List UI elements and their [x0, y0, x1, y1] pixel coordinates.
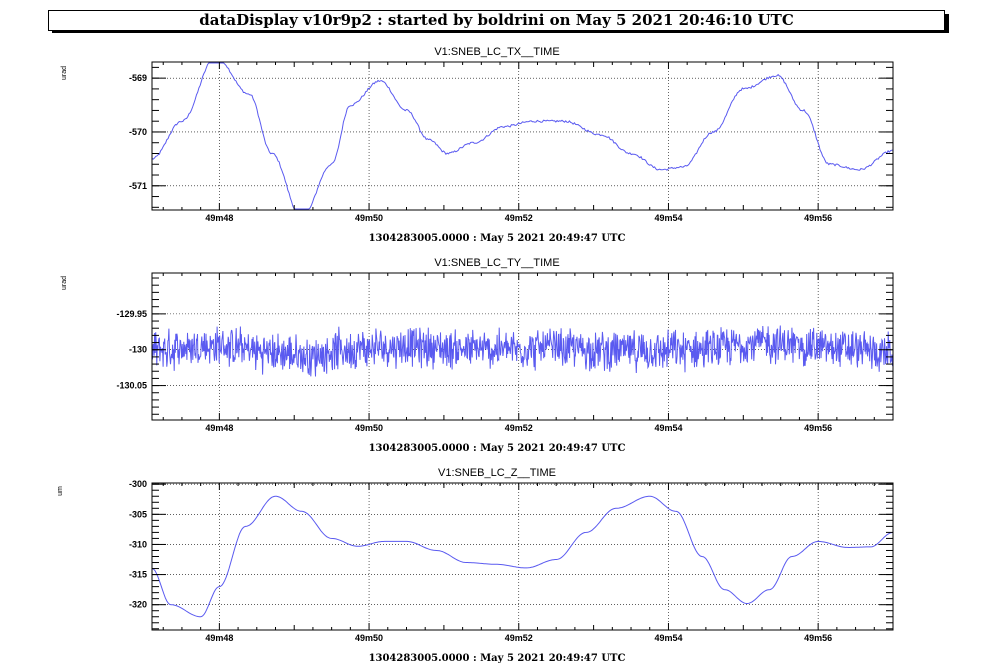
x-tick-label: 49m56: [804, 423, 832, 433]
x-tick-label: 49m50: [355, 423, 383, 433]
y-tick-label: -310: [129, 539, 147, 549]
x-axis-title: 1304283005.0000 : May 5 2021 20:49:47 UT…: [369, 443, 626, 454]
panel-tx: V1:SNEB_LC_TX__TIME urad 49m48 49m50 49m52…: [61, 46, 894, 244]
x-axis-title: 1304283005.0000 : May 5 2021 20:49:47 UT…: [369, 653, 626, 664]
x-tick-label: 49m48: [205, 423, 233, 433]
plot-frame: [151, 61, 894, 211]
title-banner: dataDisplay v10r9p2 : started by boldrin…: [48, 10, 945, 31]
x-tick-label: 49m48: [205, 633, 233, 643]
x-tick-label: 49m52: [505, 213, 533, 223]
plot-frame: [151, 272, 894, 421]
panel-z: V1:SNEB_LC_Z__TIME um 49m48 49m50 49m52 49m…: [57, 467, 894, 664]
y-tick-label: -571: [129, 181, 147, 191]
y-tick-label: -320: [129, 600, 147, 610]
y-tick-label: -129.95: [116, 309, 147, 319]
x-tick-label: 49m56: [804, 213, 832, 223]
series-line: [151, 495, 894, 618]
plot-frame: [151, 482, 894, 631]
series-line: [151, 62, 894, 210]
x-tick-label: 49m56: [804, 633, 832, 643]
x-tick-label: 49m52: [505, 633, 533, 643]
y-tick-label: -130: [129, 345, 147, 355]
y-tick-label: -570: [129, 127, 147, 137]
y-tick-label: -300: [129, 479, 147, 489]
y-tick-label: -130.05: [116, 381, 147, 391]
x-tick-label: 49m50: [355, 633, 383, 643]
y-unit-label: urad: [61, 276, 68, 290]
y-unit-label: um: [57, 486, 64, 496]
y-tick-label: -305: [129, 509, 147, 519]
x-tick-label: 49m50: [355, 213, 383, 223]
x-tick-label: 49m52: [505, 423, 533, 433]
plot-title: V1:SNEB_LC_Z__TIME: [438, 467, 556, 479]
plot-title: V1:SNEB_LC_TY__TIME: [434, 257, 559, 269]
x-tick-label: 49m54: [654, 423, 682, 433]
x-axis-title: 1304283005.0000 : May 5 2021 20:49:47 UT…: [369, 233, 626, 244]
x-tick-label: 49m54: [654, 633, 682, 643]
x-tick-label: 49m54: [654, 213, 682, 223]
y-tick-label: -569: [129, 73, 147, 83]
y-tick-label: -315: [129, 570, 147, 580]
y-unit-label: urad: [61, 66, 68, 80]
x-tick-label: 49m48: [205, 213, 233, 223]
panel-ty: V1:SNEB_LC_TY__TIME urad 49m48 49m50 49m52…: [61, 257, 894, 454]
plot-title: V1:SNEB_LC_TX__TIME: [434, 46, 559, 58]
series-line: [151, 325, 894, 377]
